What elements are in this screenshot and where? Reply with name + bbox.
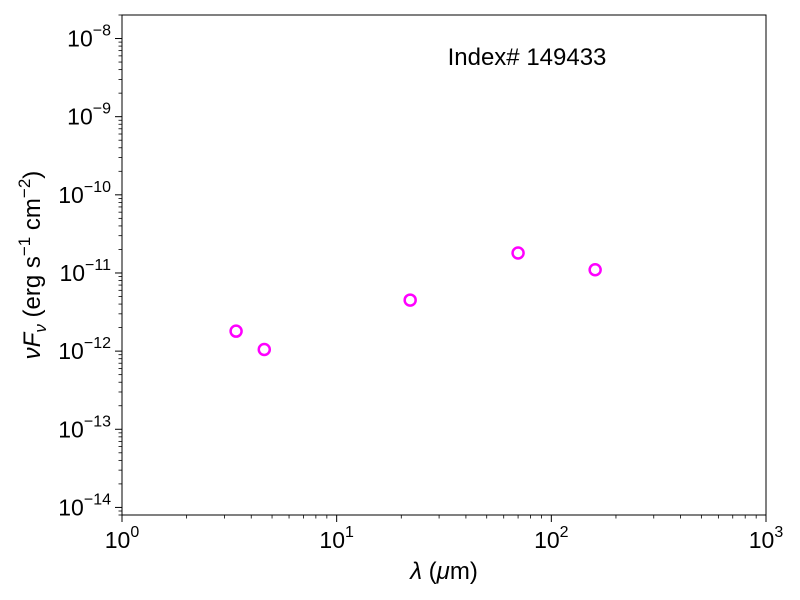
x-tick-labels: 100 101 102 103 xyxy=(105,524,784,553)
y-tick-label: 10−10 xyxy=(58,179,111,208)
y-axis-label: νFν (erg s−1 cm−2) xyxy=(15,171,50,360)
x-tick-label: 100 xyxy=(105,524,140,553)
y-tick-label: 10−14 xyxy=(58,491,111,520)
y-tick-labels: 10−14 10−13 10−12 10−11 10−10 10−9 10−8 xyxy=(58,23,111,521)
data-points xyxy=(229,246,602,357)
y-tick-label: 10−9 xyxy=(67,101,111,130)
data-point xyxy=(511,246,525,260)
x-axis-label: λ (μm) xyxy=(408,558,478,585)
y-tick-label: 10−11 xyxy=(59,257,111,286)
x-tick-label: 103 xyxy=(749,524,784,553)
x-tick-label: 102 xyxy=(534,524,569,553)
y-tick-label: 10−12 xyxy=(58,335,111,364)
major-ticks xyxy=(115,38,767,522)
x-tick-label: 101 xyxy=(319,524,354,553)
data-point xyxy=(403,293,417,307)
data-point xyxy=(257,342,272,357)
minor-ticks xyxy=(118,14,757,519)
data-point xyxy=(229,324,243,338)
y-tick-label: 10−13 xyxy=(58,413,111,442)
annotation-label: Index# 149433 xyxy=(448,44,607,71)
plot-frame xyxy=(121,14,767,516)
y-tick-label: 10−8 xyxy=(67,23,111,52)
data-point xyxy=(588,262,602,277)
